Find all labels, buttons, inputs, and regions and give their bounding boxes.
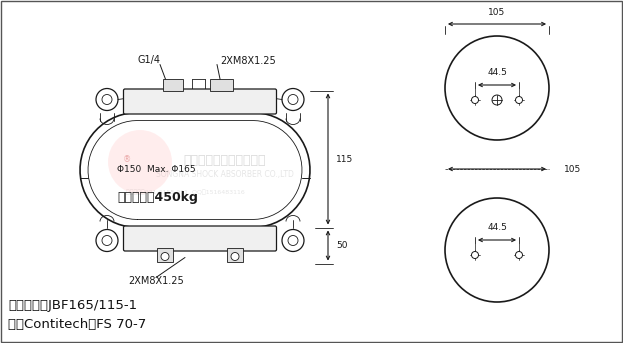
Text: Φ150  Max. Φ165: Φ150 Max. Φ165	[117, 166, 196, 175]
Text: 联系电话：021-6155 911, QQ：1516483116: 联系电话：021-6155 911, QQ：1516483116	[126, 189, 244, 195]
Text: 2XM8X1.25: 2XM8X1.25	[128, 276, 184, 286]
FancyBboxPatch shape	[123, 226, 277, 251]
FancyBboxPatch shape	[123, 89, 277, 114]
Circle shape	[515, 96, 523, 104]
Text: 44.5: 44.5	[487, 223, 507, 232]
Text: G1/4: G1/4	[138, 56, 161, 66]
Bar	[163, 79, 183, 91]
Circle shape	[231, 252, 239, 260]
Bar	[157, 248, 173, 261]
Text: 105: 105	[564, 165, 581, 174]
Circle shape	[472, 96, 478, 104]
Text: 105: 105	[488, 8, 506, 17]
Circle shape	[472, 251, 478, 259]
Bar	[210, 79, 233, 91]
Circle shape	[515, 251, 523, 259]
Text: ®: ®	[123, 155, 131, 165]
Text: SONGNA SHOCK ABSORBER CO.,LTD: SONGNA SHOCK ABSORBER CO.,LTD	[156, 170, 294, 179]
Bar	[227, 248, 243, 261]
Text: 115: 115	[336, 154, 353, 164]
Text: 44.5: 44.5	[487, 68, 507, 77]
Circle shape	[108, 130, 172, 194]
Text: 对应Contitech：FS 70-7: 对应Contitech：FS 70-7	[8, 319, 146, 331]
Text: 50: 50	[336, 241, 348, 250]
Text: 最大承载：450kg: 最大承载：450kg	[117, 191, 198, 204]
Circle shape	[161, 252, 169, 260]
Text: 产品型号：JBF165/115-1: 产品型号：JBF165/115-1	[8, 298, 137, 311]
Text: 上海松夏震霆器有限公司: 上海松夏震霆器有限公司	[184, 154, 266, 166]
Text: 2XM8X1.25: 2XM8X1.25	[220, 56, 276, 66]
